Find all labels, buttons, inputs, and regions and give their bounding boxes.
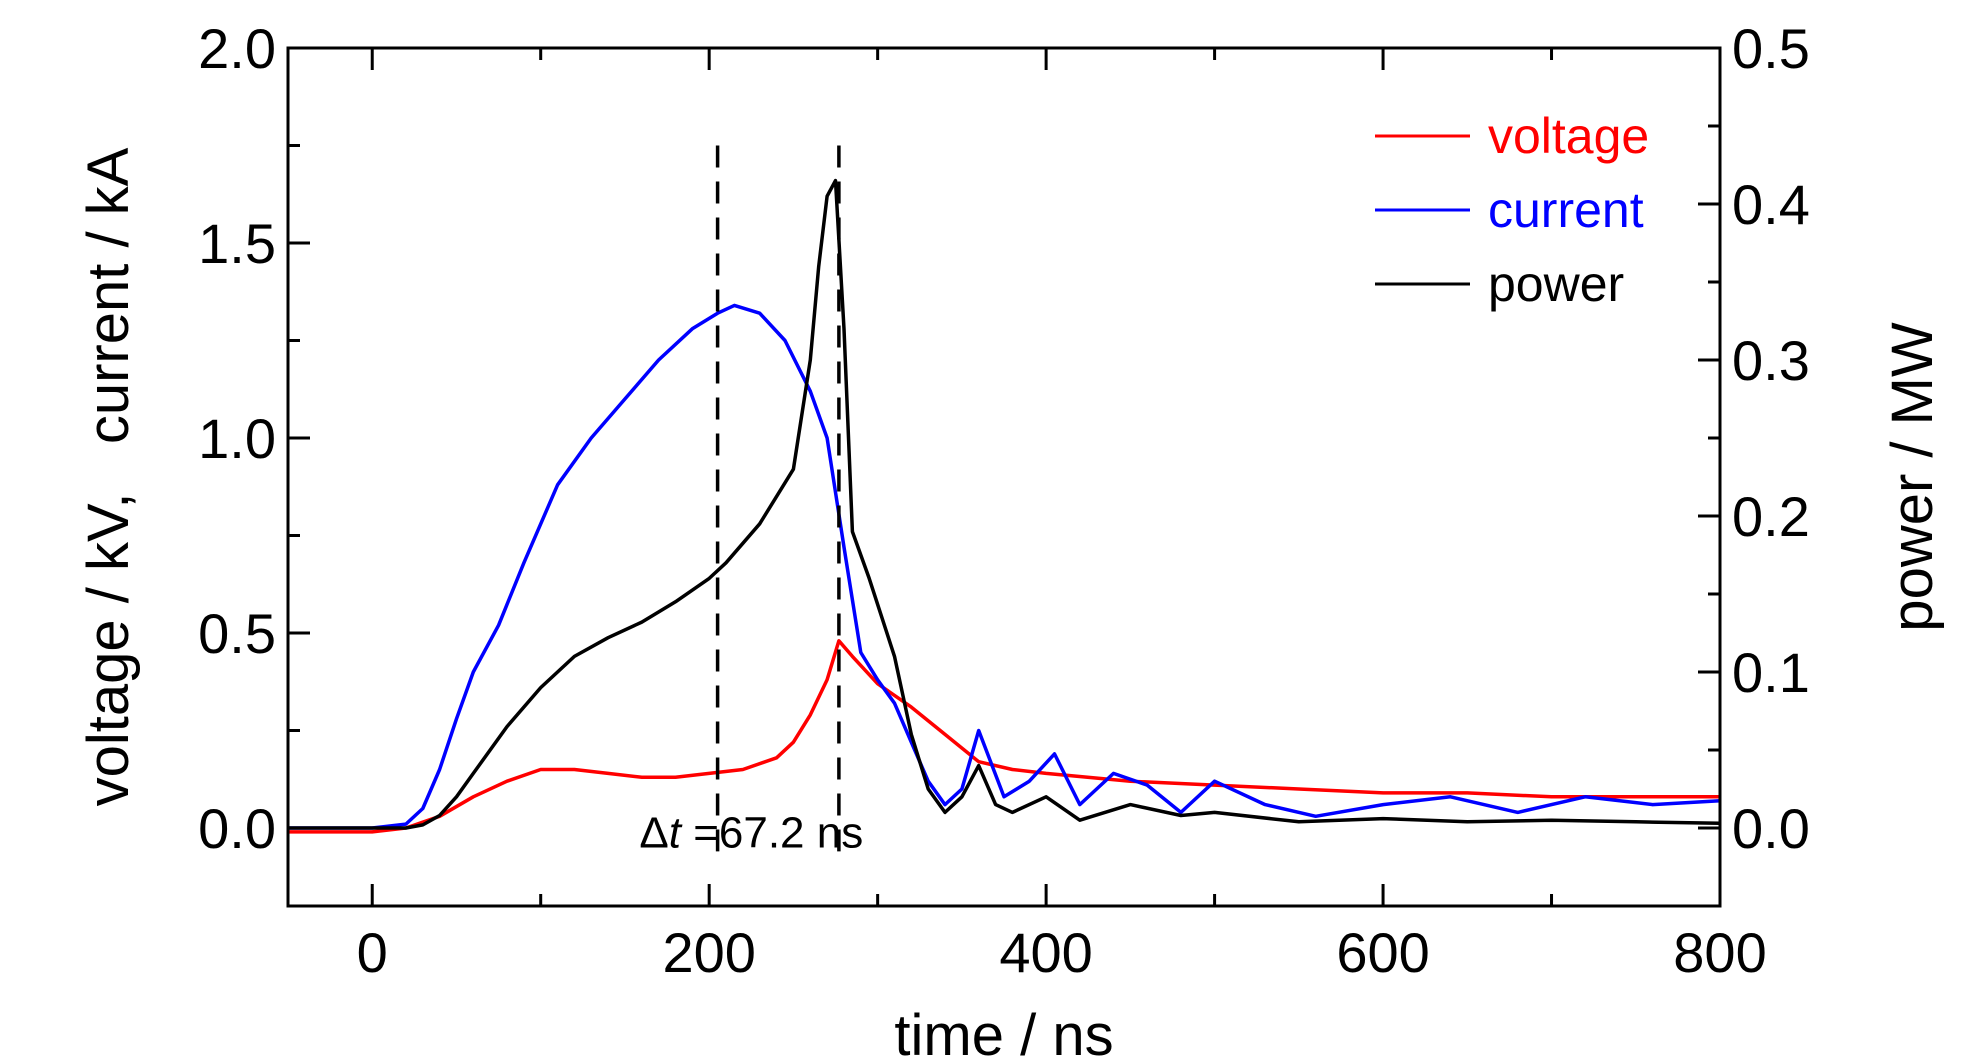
x-tick-label: 0 xyxy=(357,921,388,984)
legend-label-voltage: voltage xyxy=(1488,108,1649,164)
tick-labels-layer: 0 200 400 600 800 0.0 0.5 1.0 1.5 2.0 0.0 0.1 0.2 0.3… xyxy=(198,17,1810,984)
delta-t-value: =67.2 ns xyxy=(681,809,863,858)
x-tick-label: 600 xyxy=(1336,921,1429,984)
legend-label-current: current xyxy=(1488,182,1644,238)
y-left-tick-label: 1.0 xyxy=(198,407,276,470)
x-tick-label: 200 xyxy=(662,921,755,984)
y-left-tick-label: 0.5 xyxy=(198,602,276,665)
y-left-tick-label: 2.0 xyxy=(198,17,276,80)
legend-label-power: power xyxy=(1488,256,1624,312)
series-line-voltage xyxy=(288,639,1720,834)
delta-t-italic: t xyxy=(669,809,683,858)
plot-frame xyxy=(286,46,1722,908)
series-line-current xyxy=(288,303,1721,830)
y-right-tick-label: 0.2 xyxy=(1732,485,1810,548)
x-tick-label: 800 xyxy=(1673,921,1766,984)
delta-t-annotation: Δt =67.2 ns xyxy=(639,809,863,858)
vlines-layer xyxy=(715,145,841,852)
x-tick-label: 400 xyxy=(999,921,1092,984)
ticks-layer xyxy=(288,46,1722,906)
series-layer xyxy=(288,178,1721,834)
y-right-tick-label: 0.5 xyxy=(1732,17,1810,80)
x-axis-title: time / ns xyxy=(894,1003,1113,1063)
y-right-tick-label: 0.4 xyxy=(1732,173,1810,236)
y-left-tick-label: 0.0 xyxy=(198,797,276,860)
delta-symbol: Δ xyxy=(639,809,668,858)
y-right-axis-title: power / MW xyxy=(1880,322,1945,632)
series-line-power xyxy=(288,178,1721,830)
legend: voltage current power xyxy=(1375,108,1649,312)
y-left-tick-label: 1.5 xyxy=(198,212,276,275)
y-right-tick-label: 0.0 xyxy=(1732,797,1810,860)
y-right-tick-label: 0.3 xyxy=(1732,329,1810,392)
y-left-axis-title: voltage / kV, current / kA xyxy=(76,147,141,806)
y-right-tick-label: 0.1 xyxy=(1732,641,1810,704)
